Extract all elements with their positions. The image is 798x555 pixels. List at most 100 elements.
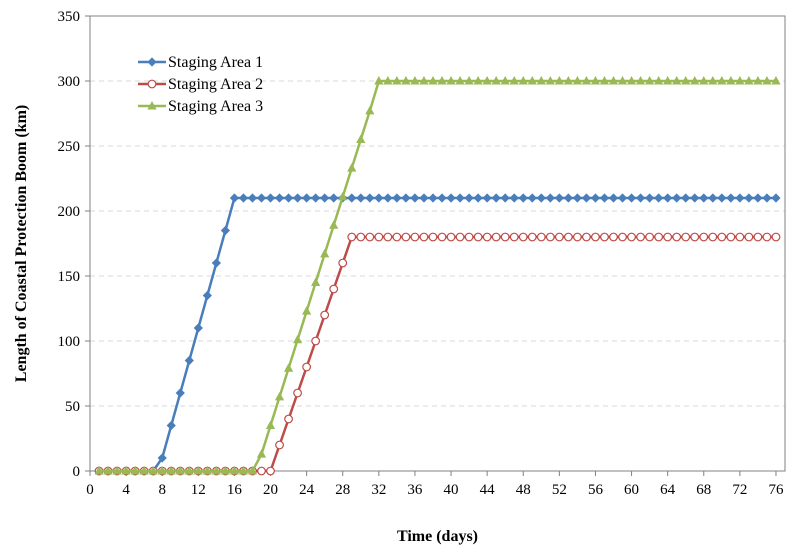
data-point	[771, 232, 781, 242]
y-axis-title: Length of Coastal Protection Boom (km)	[13, 105, 30, 382]
data-point	[582, 232, 591, 242]
data-point	[672, 76, 682, 85]
data-point	[573, 232, 582, 242]
data-point	[554, 76, 564, 85]
data-point	[599, 193, 610, 203]
data-point	[735, 232, 745, 242]
y-tick-label: 100	[58, 334, 81, 350]
data-point	[320, 248, 330, 258]
y-tick-label: 350	[58, 9, 81, 25]
data-point	[356, 134, 366, 143]
data-point	[681, 232, 691, 242]
data-point	[275, 440, 284, 450]
data-point	[708, 193, 718, 203]
data-point	[464, 76, 474, 85]
x-tick-label: 44	[480, 482, 496, 498]
data-point	[311, 193, 321, 203]
data-point	[428, 76, 438, 85]
data-point	[572, 193, 583, 203]
legend-label-3: Staging Area 3	[168, 98, 263, 115]
data-point	[608, 76, 619, 85]
data-point	[283, 193, 294, 203]
legend-item-1: Staging Area 1	[138, 54, 263, 71]
data-point	[690, 193, 700, 203]
data-point	[545, 193, 555, 203]
data-point	[428, 193, 438, 203]
data-point	[401, 232, 411, 242]
data-point	[663, 232, 673, 242]
data-point	[184, 466, 194, 475]
data-point	[292, 334, 303, 344]
data-point	[482, 193, 492, 203]
series-line-2	[99, 235, 776, 473]
series-3	[94, 76, 781, 475]
data-point	[410, 232, 420, 242]
legend: Staging Area 1 Staging Area 2 Staging Ar…	[138, 54, 263, 115]
y-tick-label: 0	[73, 464, 81, 480]
data-point	[518, 232, 528, 242]
data-point	[590, 193, 601, 203]
data-point	[329, 220, 339, 229]
data-point	[202, 290, 212, 301]
data-point	[320, 310, 330, 320]
data-point	[717, 232, 727, 242]
data-point	[292, 193, 303, 203]
x-tick-label: 60	[624, 482, 639, 498]
data-point	[437, 232, 447, 242]
x-tick-label: 0	[86, 482, 94, 498]
data-point	[193, 466, 203, 475]
data-point	[626, 193, 637, 203]
data-point	[771, 76, 781, 85]
data-point	[365, 232, 375, 242]
data-point	[482, 232, 492, 242]
data-point	[563, 193, 573, 203]
data-point	[699, 76, 709, 85]
x-tick-label: 32	[371, 482, 386, 498]
x-tick-label: 16	[227, 482, 243, 498]
data-point	[500, 193, 510, 203]
data-point	[600, 232, 609, 242]
data-point	[753, 193, 763, 203]
x-tick-label: 8	[158, 482, 166, 498]
data-point	[699, 232, 709, 242]
data-point	[274, 193, 285, 203]
data-point	[419, 193, 429, 203]
data-point	[617, 76, 628, 85]
data-point	[311, 277, 321, 286]
series-2	[94, 232, 781, 476]
legend-marker-shape	[147, 57, 157, 67]
data-point	[202, 466, 212, 475]
y-tick-label: 50	[65, 399, 80, 415]
data-point	[374, 76, 384, 85]
data-point	[329, 193, 339, 203]
data-point	[509, 76, 519, 85]
data-point	[762, 232, 772, 242]
data-point	[554, 232, 564, 242]
data-point	[726, 76, 736, 85]
data-point	[753, 76, 763, 85]
data-point	[690, 232, 700, 242]
data-point	[229, 193, 240, 203]
data-point	[220, 466, 230, 475]
data-point	[590, 76, 601, 85]
data-point	[410, 76, 420, 85]
data-point	[663, 76, 673, 85]
x-tick-label: 56	[588, 482, 604, 498]
plot-area	[89, 15, 786, 472]
data-point	[266, 466, 275, 476]
data-point	[365, 193, 375, 203]
data-point	[130, 466, 140, 475]
legend-marker-1	[147, 57, 157, 67]
data-point	[356, 193, 366, 203]
data-point	[599, 76, 610, 85]
data-point	[437, 76, 447, 85]
data-point	[166, 420, 176, 431]
y-tick-label: 150	[58, 269, 81, 285]
data-point	[563, 76, 573, 85]
data-point	[446, 76, 456, 85]
data-point	[157, 453, 167, 463]
data-point	[419, 232, 429, 242]
data-point	[437, 193, 447, 203]
x-tick-label: 68	[696, 482, 711, 498]
data-point	[302, 193, 312, 203]
